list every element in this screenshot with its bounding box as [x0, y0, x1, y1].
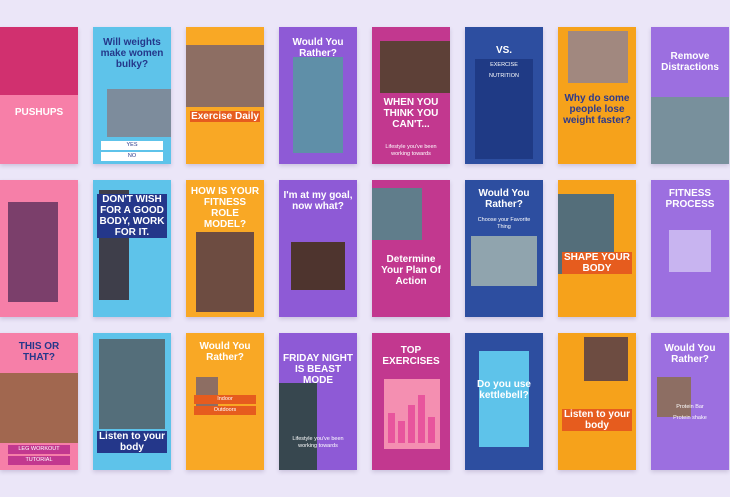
card-label: EXERCISE: [490, 62, 518, 68]
photo: [584, 337, 628, 381]
photo: [0, 373, 78, 443]
card-title: VS.: [495, 45, 513, 56]
card-title: HOW IS YOUR FITNESS ROLE MODEL?: [190, 186, 260, 230]
card-title: Listen to your body: [97, 431, 167, 453]
template-card: Remove Distractions: [651, 27, 729, 164]
photo: [479, 351, 529, 447]
decor-bar: [418, 395, 425, 443]
template-card: FRIDAY NIGHT IS BEAST MODE Lifestyle you'…: [279, 333, 357, 470]
template-card: Will weights make women bulky? YES NO: [93, 27, 171, 164]
template-card: TOP EXERCISES: [372, 333, 450, 470]
photo: [196, 232, 254, 312]
photo: [8, 202, 58, 302]
template-card: DON'T WISH FOR A GOOD BODY, WORK FOR IT.: [93, 180, 171, 317]
card-label: NO: [101, 152, 163, 161]
template-card: SHAPE YOUR BODY: [558, 180, 636, 317]
card-title: FITNESS PROCESS: [665, 188, 715, 210]
photo: [99, 339, 165, 429]
card-title: Exercise Daily: [190, 111, 260, 122]
card-title: Why do some people lose weight faster?: [563, 93, 631, 126]
template-card: Would You Rather? Choose your Favorite Th…: [465, 180, 543, 317]
card-label: Protein Bar: [676, 404, 704, 410]
photo: [471, 236, 537, 286]
card-title: SHAPE YOUR BODY: [562, 252, 632, 274]
card-label: Lifestyle you've been working towards: [385, 144, 437, 157]
card-title: Do you use kettlebell?: [477, 379, 531, 401]
card-label: Lifestyle you've been working towards: [292, 436, 344, 449]
template-card: Why do some people lose weight faster?: [558, 27, 636, 164]
card-title: Determine Your Plan Of Action: [381, 254, 441, 287]
card-label: Indoor: [194, 395, 256, 404]
template-card: Listen to your body: [558, 333, 636, 470]
card-title: PUSHUPS: [14, 107, 64, 118]
template-card: Determine Your Plan Of Action: [372, 180, 450, 317]
photo: [107, 89, 171, 137]
photo: [568, 31, 628, 83]
decor-bar: [388, 413, 395, 443]
card-title: FRIDAY NIGHT IS BEAST MODE: [283, 353, 354, 386]
template-card: Would You Rather? Protein Bar Protein shak…: [651, 333, 729, 470]
decor-bar: [428, 417, 435, 443]
photo: [293, 57, 343, 153]
card-title: Will weights make women bulky?: [100, 37, 164, 70]
card-title: I'm at my goal, now what?: [283, 190, 353, 212]
card-title: Listen to your body: [562, 409, 632, 431]
decor-bar: [398, 421, 405, 443]
card-label: LEG WORKOUT: [8, 445, 70, 454]
card-title: Would You Rather?: [478, 188, 530, 210]
template-card: HOW IS YOUR FITNESS ROLE MODEL?: [186, 180, 264, 317]
card-label: NUTRITION: [489, 73, 519, 79]
template-card: Do you use kettlebell?: [465, 333, 543, 470]
card-label: Protein shake: [673, 415, 707, 421]
photo: [651, 97, 729, 164]
card-title: TOP EXERCISES: [382, 345, 440, 367]
photo: [186, 45, 264, 107]
photo: [0, 27, 78, 95]
photo: [372, 188, 422, 240]
photo: [657, 377, 691, 417]
card-title: Would You Rather?: [292, 37, 344, 59]
template-card: Listen to your body: [93, 333, 171, 470]
photo: [279, 383, 317, 470]
card-title: WHEN YOU THINK YOU CAN'T...: [383, 97, 439, 130]
template-card: PUSHUPS: [0, 27, 78, 164]
card-title: THIS OR THAT?: [18, 341, 60, 363]
template-card: VS. EXERCISE NUTRITION: [465, 27, 543, 164]
template-card: Would You Rather? Indoor Outdoors: [186, 333, 264, 470]
photo: [291, 242, 345, 290]
photo: [380, 41, 450, 93]
template-card: Exercise Daily: [186, 27, 264, 164]
card-label: Outdoors: [194, 406, 256, 415]
template-card: [0, 180, 78, 317]
card-label: YES: [101, 141, 163, 150]
template-card: THIS OR THAT? LEG WORKOUT TUTORIAL: [0, 333, 78, 470]
template-card: FITNESS PROCESS: [651, 180, 729, 317]
card-title: Would You Rather?: [199, 341, 251, 363]
decor-bar: [408, 405, 415, 443]
template-card: Would You Rather?: [279, 27, 357, 164]
card-label: TUTORIAL: [8, 456, 70, 465]
card-title: Remove Distractions: [661, 51, 719, 73]
photo: [669, 230, 711, 272]
template-card: WHEN YOU THINK YOU CAN'T... Lifestyle you…: [372, 27, 450, 164]
card-title: DON'T WISH FOR A GOOD BODY, WORK FOR IT.: [97, 194, 167, 238]
card-label: Choose your Favorite Thing: [477, 217, 531, 230]
template-card: I'm at my goal, now what?: [279, 180, 357, 317]
card-title: Would You Rather?: [664, 343, 716, 365]
photo: [475, 59, 533, 159]
